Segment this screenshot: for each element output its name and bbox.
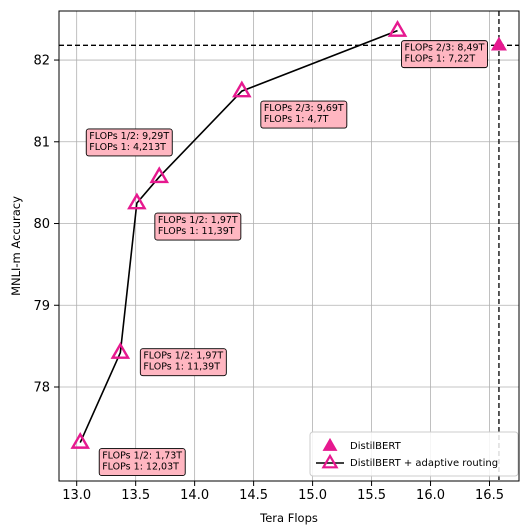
distilbert-point — [490, 36, 507, 51]
x-tick-label: 15.5 — [357, 488, 386, 503]
annotation-text: FLOPs 2/3: 8,49T — [405, 43, 485, 54]
annotation-background — [98, 448, 186, 477]
x-tick-label: 14.5 — [239, 488, 268, 503]
adaptive-routing-point — [149, 166, 170, 184]
annotation-background — [139, 348, 227, 377]
x-tick-label: 16.5 — [475, 488, 504, 503]
annotation-text: FLOPs 1: 4,213T — [89, 142, 166, 153]
annotation-background — [85, 128, 173, 157]
x-tick-label: 13.5 — [121, 488, 150, 503]
annotation-background — [154, 212, 242, 241]
x-axis-label: Tera Flops — [259, 511, 318, 525]
annotation-text: FLOPs 1: 11,39T — [158, 226, 235, 237]
annotation-text: FLOPs 2/3: 9,69T — [264, 103, 344, 114]
legend-adaptive-marker — [321, 453, 339, 469]
adaptive-routing-point — [232, 80, 252, 98]
legend: DistilBERT DistilBERT + adaptive routing — [309, 431, 519, 477]
adaptive-routing-point — [127, 192, 147, 210]
x-tick-label: 13.0 — [62, 488, 91, 503]
y-tick-label: 78 — [33, 381, 50, 396]
y-tick-label: 81 — [33, 135, 50, 150]
annotation-background — [260, 100, 348, 129]
annotation-text: FLOPs 1/2: 9,29T — [89, 131, 169, 142]
adaptive-routing-point — [70, 431, 91, 449]
plot-frame — [58, 10, 520, 482]
legend-distilbert-label: DistilBERT — [350, 441, 402, 452]
annotation-background — [401, 40, 488, 69]
annotation-text: FLOPs 1: 4,7T — [264, 114, 329, 125]
plot-area — [59, 11, 519, 481]
y-tick-label: 80 — [33, 217, 50, 232]
annotation-text: FLOPs 1: 7,22T — [405, 54, 476, 65]
grid — [59, 11, 519, 481]
annotation-text: FLOPs 1: 12,03T — [102, 462, 179, 473]
x-tick-label: 15.0 — [298, 488, 327, 503]
annotation-text: FLOPs 1/2: 1,73T — [102, 451, 182, 462]
adaptive-routing-point — [110, 342, 131, 359]
annotation-text: FLOPs 1: 11,39T — [143, 362, 220, 373]
legend-box — [309, 431, 519, 477]
y-axis-label: MNLI-m Accuracy — [9, 196, 23, 296]
legend-distilbert-marker — [322, 437, 338, 451]
x-tick-label: 14.0 — [180, 488, 209, 503]
legend-adaptive-label: DistilBERT + adaptive routing — [350, 458, 498, 469]
adaptive-routing-point — [387, 19, 408, 37]
x-tick-label: 16.0 — [416, 488, 445, 503]
adaptive-routing-line — [79, 29, 398, 443]
y-tick-label: 82 — [33, 54, 50, 69]
annotation-text: FLOPs 1/2: 1,97T — [158, 215, 238, 226]
y-tick-label: 79 — [33, 299, 50, 314]
annotation-text: FLOPs 1/2: 1,97T — [143, 351, 223, 362]
